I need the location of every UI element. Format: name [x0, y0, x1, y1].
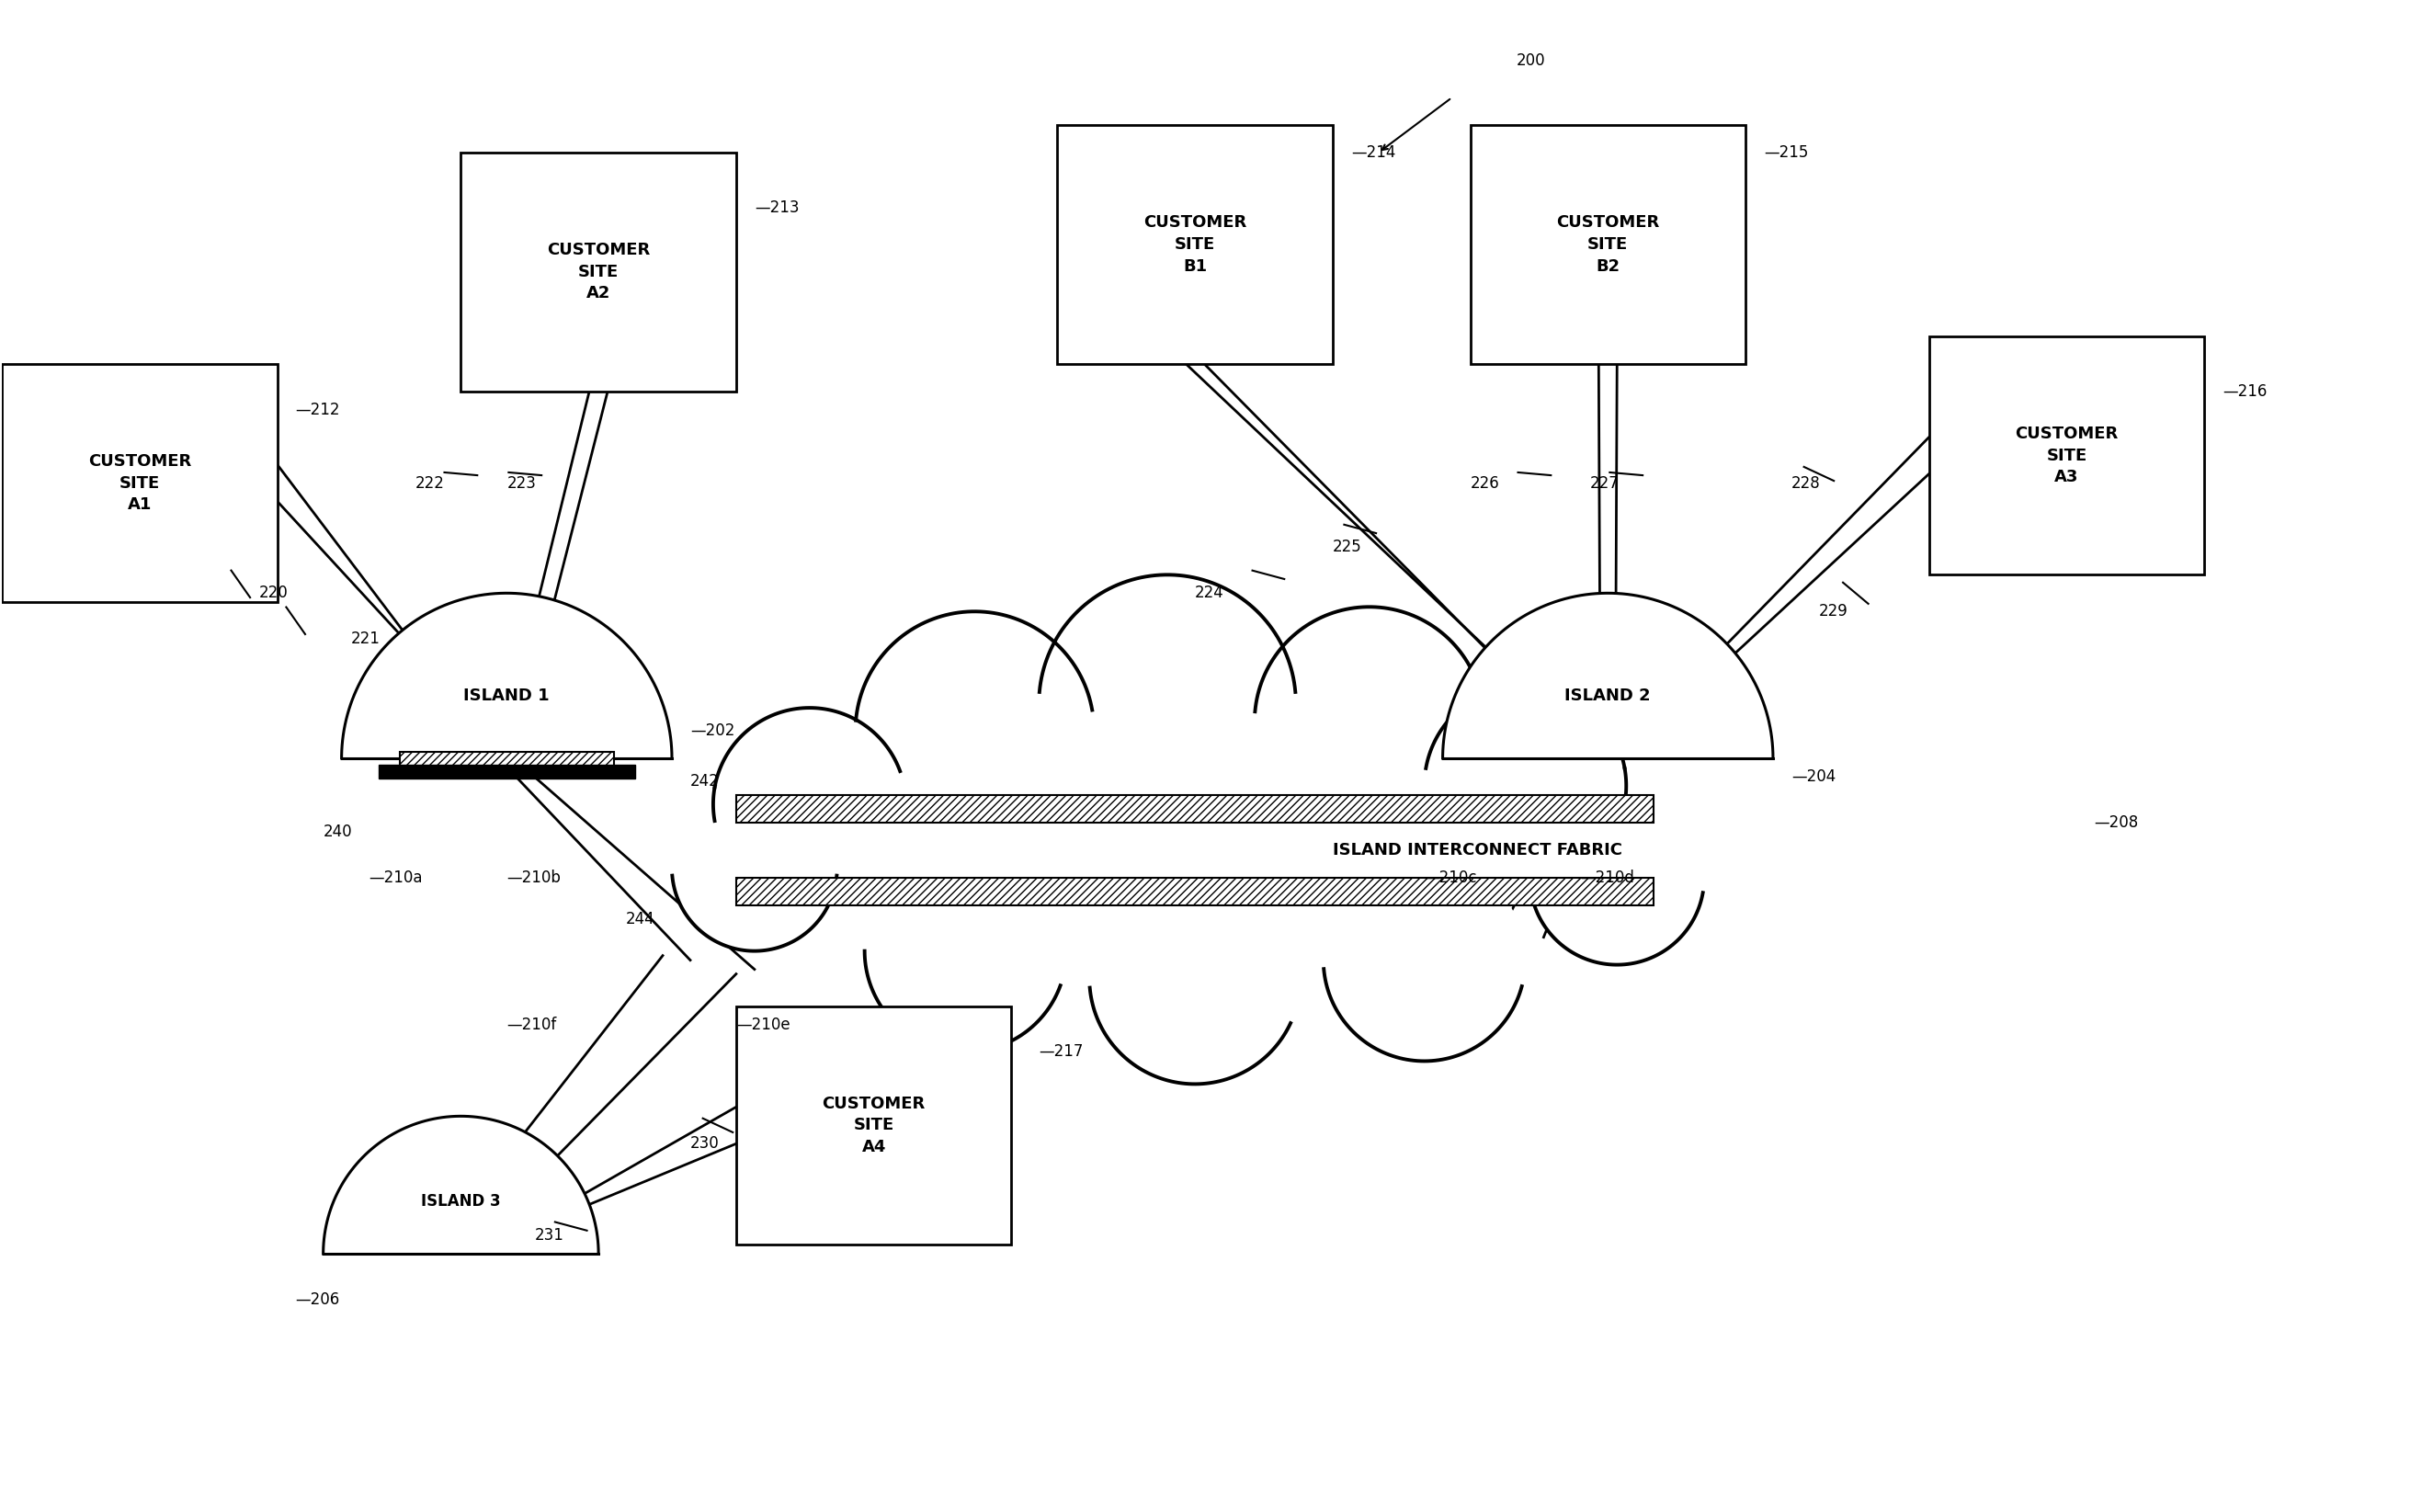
- Text: —202: —202: [691, 723, 735, 739]
- Circle shape: [1530, 791, 1703, 965]
- Text: 240: 240: [324, 824, 353, 841]
- Text: CUSTOMER
SITE
A4: CUSTOMER SITE A4: [822, 1095, 925, 1155]
- FancyBboxPatch shape: [737, 877, 1654, 906]
- FancyBboxPatch shape: [737, 1005, 1012, 1244]
- Polygon shape: [341, 593, 672, 759]
- Text: CUSTOMER
SITE
B1: CUSTOMER SITE B1: [1144, 215, 1246, 274]
- Text: —210f: —210f: [506, 1016, 557, 1033]
- Text: —210b: —210b: [506, 869, 562, 886]
- Circle shape: [1090, 872, 1302, 1084]
- Text: —206: —206: [297, 1291, 341, 1308]
- Text: —215: —215: [1764, 145, 1808, 160]
- Text: —216: —216: [2224, 383, 2268, 399]
- Circle shape: [1255, 606, 1484, 836]
- Text: —212: —212: [297, 401, 341, 417]
- Text: 244: 244: [625, 910, 654, 927]
- Text: —217: —217: [1039, 1043, 1083, 1060]
- Text: ISLAND 1: ISLAND 1: [465, 688, 550, 703]
- Text: ISLAND INTERCONNECT FABRIC: ISLAND INTERCONNECT FABRIC: [1333, 842, 1623, 859]
- Text: 242: 242: [691, 773, 720, 789]
- Text: CUSTOMER
SITE
A2: CUSTOMER SITE A2: [547, 242, 650, 302]
- Text: 229: 229: [1820, 603, 1849, 620]
- Text: —210d: —210d: [1581, 869, 1635, 886]
- Circle shape: [856, 611, 1095, 850]
- FancyBboxPatch shape: [460, 153, 737, 392]
- FancyBboxPatch shape: [380, 765, 635, 779]
- Text: 222: 222: [416, 475, 445, 491]
- Text: —210c: —210c: [1423, 869, 1477, 886]
- FancyBboxPatch shape: [737, 795, 1654, 823]
- Text: 224: 224: [1195, 585, 1224, 602]
- FancyBboxPatch shape: [1470, 125, 1744, 364]
- Text: —208: —208: [2095, 815, 2139, 830]
- Text: 230: 230: [691, 1136, 720, 1152]
- Text: 220: 220: [258, 585, 287, 602]
- Circle shape: [1324, 859, 1525, 1061]
- Text: ISLAND 2: ISLAND 2: [1564, 688, 1652, 703]
- Text: 225: 225: [1333, 538, 1362, 555]
- Text: CUSTOMER
SITE
B2: CUSTOMER SITE B2: [1557, 215, 1659, 274]
- Text: 223: 223: [506, 475, 535, 491]
- Polygon shape: [1443, 593, 1774, 759]
- Text: 200: 200: [1516, 53, 1545, 70]
- Circle shape: [713, 708, 905, 901]
- Circle shape: [1039, 575, 1297, 832]
- Text: —210e: —210e: [737, 1016, 791, 1033]
- FancyBboxPatch shape: [2, 364, 277, 602]
- Text: CUSTOMER
SITE
A3: CUSTOMER SITE A3: [2015, 425, 2119, 485]
- Text: 227: 227: [1589, 475, 1618, 491]
- Text: 221: 221: [350, 631, 380, 647]
- Text: —213: —213: [754, 200, 798, 216]
- Text: CUSTOMER
SITE
A1: CUSTOMER SITE A1: [88, 454, 192, 513]
- Text: 226: 226: [1470, 475, 1499, 491]
- Circle shape: [1423, 685, 1625, 886]
- FancyBboxPatch shape: [1058, 125, 1333, 364]
- Circle shape: [672, 786, 837, 951]
- Text: —210a: —210a: [370, 869, 423, 886]
- Text: —214: —214: [1350, 145, 1397, 160]
- Circle shape: [864, 850, 1066, 1052]
- FancyBboxPatch shape: [399, 751, 613, 773]
- Text: 228: 228: [1791, 475, 1820, 491]
- Text: —204: —204: [1791, 768, 1837, 785]
- FancyBboxPatch shape: [1929, 336, 2204, 575]
- Text: ISLAND 3: ISLAND 3: [421, 1193, 501, 1210]
- Text: 231: 231: [535, 1228, 564, 1244]
- Polygon shape: [324, 1116, 599, 1253]
